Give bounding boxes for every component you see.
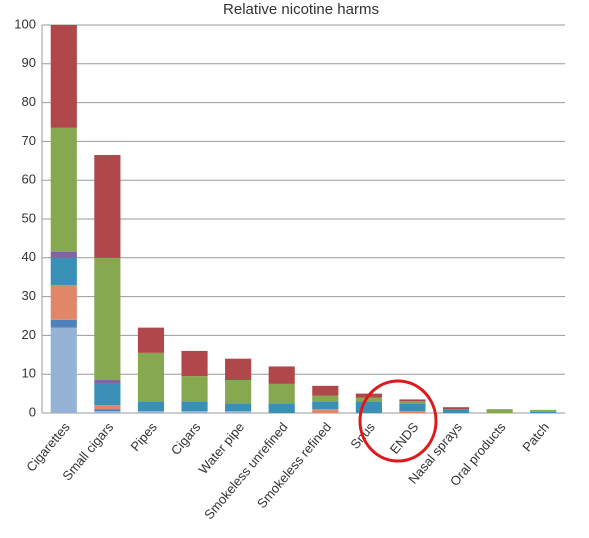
bar-segment	[181, 411, 208, 413]
y-tick-label: 40	[22, 249, 36, 264]
x-tick-label: Patch	[519, 419, 552, 454]
bar-segment	[50, 127, 77, 252]
bar-segment	[94, 154, 121, 258]
bar-segment	[94, 257, 121, 381]
y-tick-label: 30	[22, 288, 36, 303]
bar-segment	[94, 409, 121, 412]
y-tick-label: 100	[14, 16, 36, 31]
bar-segment	[94, 380, 121, 384]
bar-segment	[312, 395, 339, 402]
bar-segment	[486, 409, 513, 413]
bar-segment	[399, 411, 426, 413]
bar-segment	[137, 401, 165, 412]
y-tick-label: 10	[22, 366, 36, 381]
bar-segment	[181, 350, 208, 377]
bar-segment	[50, 251, 77, 258]
y-tick-label: 0	[29, 404, 36, 419]
bar-segment	[50, 284, 77, 320]
highlight-circle	[358, 379, 438, 463]
bar-segment	[181, 401, 208, 412]
bar-segment	[137, 327, 165, 353]
bar-segment	[355, 401, 382, 413]
bar-segment	[399, 403, 426, 412]
bar-segment	[137, 352, 165, 402]
bar-segment	[268, 366, 295, 384]
bar-segment	[50, 327, 77, 413]
y-tick-label: 80	[22, 94, 36, 109]
bar-segment	[225, 403, 252, 412]
bar-segment	[268, 403, 295, 413]
bar-segment	[312, 385, 339, 396]
bar-segment	[225, 358, 252, 381]
bar-segment	[94, 411, 121, 413]
bar-segment	[312, 401, 339, 410]
y-tick-label: 90	[22, 55, 36, 70]
chart-title: Relative nicotine harms	[223, 1, 379, 18]
bar-segment	[312, 409, 339, 413]
x-tick-label: ENDS	[387, 419, 422, 457]
x-tick-label: Pipes	[127, 419, 160, 454]
y-tick-label: 60	[22, 172, 36, 187]
y-tick-label: 70	[22, 133, 36, 148]
bar-segment	[50, 25, 77, 128]
x-tick-label: Smokeless refined	[254, 419, 334, 511]
bar-segment	[442, 407, 470, 410]
bar-segment	[94, 383, 121, 406]
bar-segment	[530, 409, 557, 412]
bar-segment	[399, 399, 426, 402]
bar-segment	[399, 401, 426, 404]
bar-segment	[50, 319, 77, 328]
y-tick-label: 20	[22, 327, 36, 342]
x-tick-label: Smokeless unrefined	[201, 419, 291, 522]
x-tick-label: Cigars	[168, 419, 204, 458]
bar-segment	[94, 405, 121, 410]
bar-segment	[137, 411, 165, 413]
bar-segment	[530, 411, 557, 413]
bar-segment	[225, 380, 252, 404]
bar-segment	[268, 383, 295, 404]
bar-segment	[225, 411, 252, 413]
bar-segment	[355, 397, 382, 402]
y-tick-label: 50	[22, 210, 36, 225]
bar-segment	[181, 376, 208, 402]
bar-segment	[442, 409, 470, 413]
bar-segment	[50, 257, 77, 285]
